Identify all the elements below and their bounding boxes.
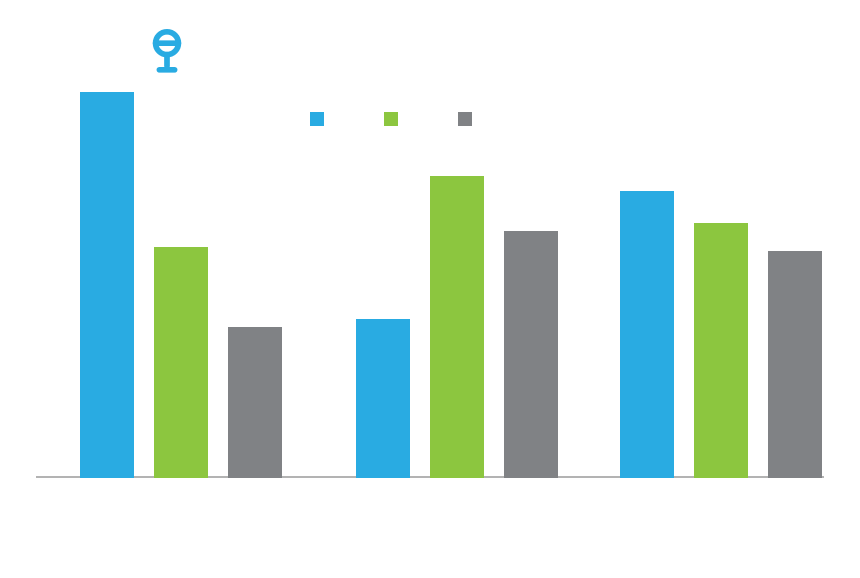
logo-icon — [148, 28, 186, 76]
bar-group2-series1 — [694, 223, 748, 478]
bar-group0-series0 — [80, 92, 134, 478]
bar-group1-series0 — [356, 319, 410, 478]
bar-group1-series1 — [430, 176, 484, 478]
bar-group2-series2 — [768, 251, 822, 478]
bar-group2-series0 — [620, 191, 674, 478]
plot-area — [36, 80, 824, 478]
bar-group0-series2 — [228, 327, 282, 478]
bar-group1-series2 — [504, 231, 558, 478]
bar-chart — [0, 0, 860, 578]
bar-group0-series1 — [154, 247, 208, 478]
